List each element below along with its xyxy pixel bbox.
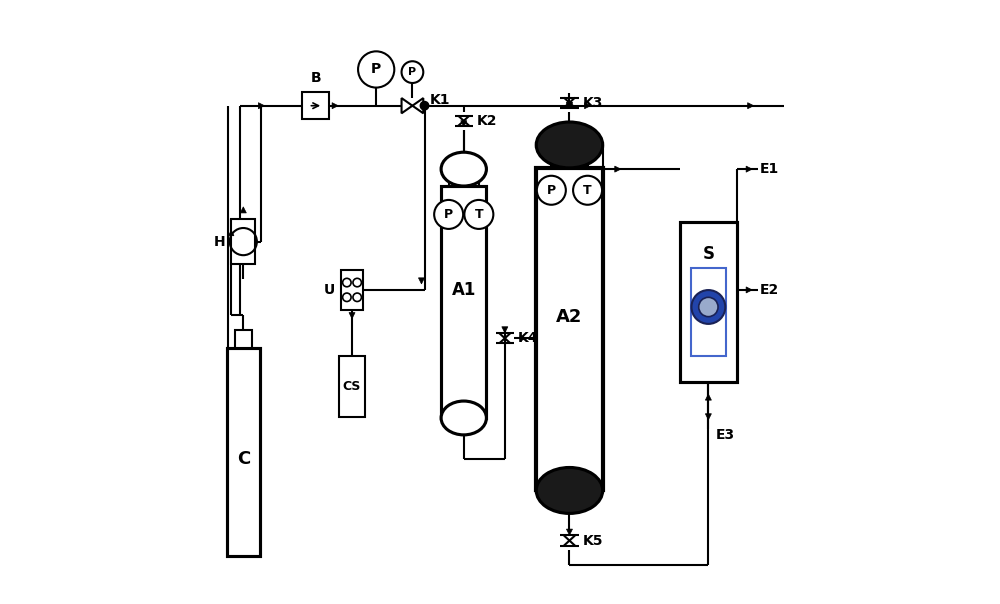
Bar (302, 92, 329, 119)
Polygon shape (258, 103, 264, 109)
Text: K1: K1 (429, 92, 450, 107)
Circle shape (537, 176, 566, 205)
Polygon shape (229, 230, 234, 236)
Circle shape (358, 51, 394, 88)
Text: A1: A1 (452, 281, 476, 299)
Bar (231, 219, 255, 265)
Text: E2: E2 (760, 283, 779, 297)
Text: E1: E1 (760, 162, 779, 176)
Circle shape (402, 61, 423, 83)
Polygon shape (705, 414, 711, 420)
Text: A2: A2 (556, 308, 583, 326)
Circle shape (691, 290, 725, 324)
Polygon shape (585, 103, 591, 109)
Polygon shape (705, 394, 711, 400)
Text: H: H (214, 234, 225, 249)
Polygon shape (566, 529, 572, 535)
Polygon shape (240, 207, 246, 213)
Text: T: T (475, 208, 483, 221)
Bar (441, 186, 486, 418)
Text: T: T (583, 184, 592, 197)
Text: B: B (310, 71, 321, 85)
Bar (339, 356, 365, 417)
Text: C: C (237, 450, 250, 468)
Bar (227, 348, 260, 556)
Bar (691, 268, 726, 356)
Text: P: P (408, 67, 416, 77)
Polygon shape (566, 103, 572, 109)
Circle shape (420, 101, 429, 110)
Polygon shape (746, 287, 752, 293)
Polygon shape (746, 166, 752, 172)
Text: K4: K4 (518, 331, 539, 345)
Polygon shape (502, 327, 508, 333)
Ellipse shape (536, 467, 603, 513)
Text: K5: K5 (583, 533, 603, 548)
Polygon shape (461, 121, 467, 127)
Text: P: P (547, 184, 556, 197)
Ellipse shape (441, 152, 486, 186)
Text: E3: E3 (716, 428, 735, 442)
Bar (680, 222, 737, 382)
Polygon shape (332, 103, 338, 109)
Polygon shape (520, 335, 526, 341)
Circle shape (573, 176, 602, 205)
Text: P: P (444, 208, 453, 221)
Bar (341, 270, 363, 309)
Polygon shape (418, 278, 424, 284)
Polygon shape (349, 313, 355, 318)
Text: S: S (702, 245, 714, 263)
Bar (235, 330, 252, 348)
Text: U: U (323, 283, 335, 297)
Ellipse shape (536, 122, 603, 168)
Text: P: P (371, 62, 381, 77)
Circle shape (699, 297, 718, 316)
Circle shape (434, 200, 463, 229)
Text: K2: K2 (477, 114, 498, 128)
Polygon shape (748, 103, 754, 109)
Polygon shape (615, 166, 621, 172)
Text: K3: K3 (583, 95, 603, 110)
Circle shape (464, 200, 493, 229)
Polygon shape (566, 103, 572, 109)
Text: CS: CS (343, 380, 361, 393)
Ellipse shape (441, 401, 486, 435)
Bar (536, 168, 603, 490)
